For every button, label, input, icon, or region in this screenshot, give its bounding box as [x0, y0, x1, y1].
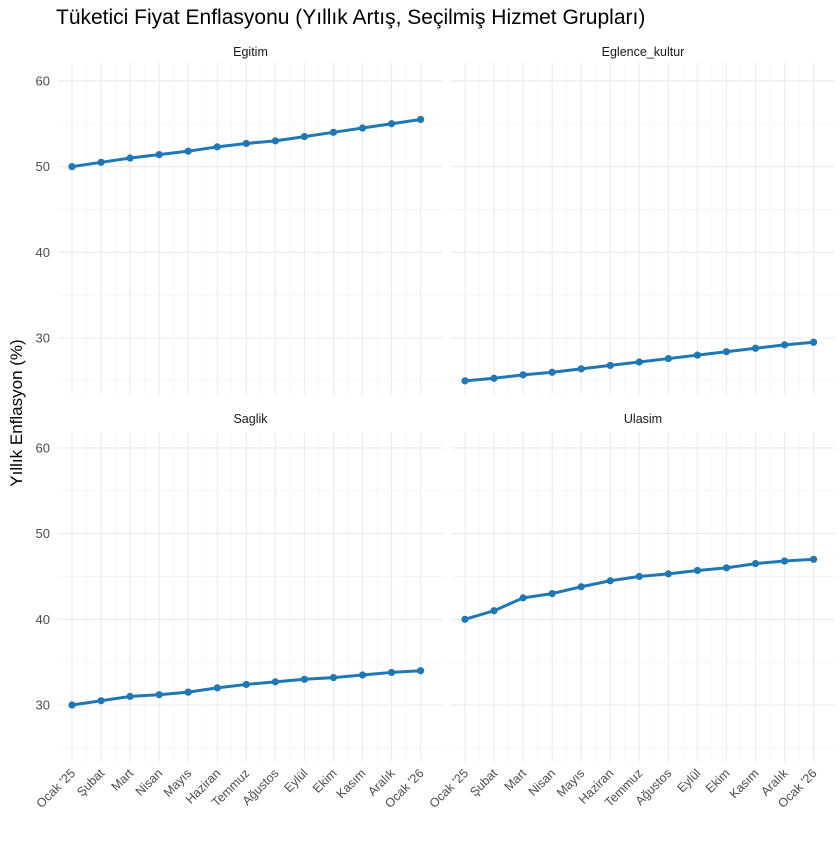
data-point — [271, 678, 279, 686]
data-point — [242, 680, 250, 689]
data-point — [97, 158, 105, 166]
data-point — [780, 557, 789, 565]
x-tick-label: Ocak '25 — [34, 766, 79, 811]
y-tick-label: 60 — [36, 73, 50, 88]
data-point — [300, 675, 308, 683]
y-tick-label: 60 — [36, 440, 50, 455]
data-point — [461, 615, 469, 623]
data-point — [97, 697, 105, 705]
data-point — [417, 115, 425, 124]
data-point — [519, 594, 527, 602]
data-point — [461, 377, 469, 385]
data-point — [519, 371, 527, 379]
data-point — [300, 133, 308, 141]
x-tick-label: Kasım — [727, 766, 762, 801]
y-tick-label: 50 — [36, 526, 50, 541]
x-tick-label: Ocak '25 — [427, 766, 472, 811]
panel-eglence_kultur: Eglence_kultur — [451, 45, 835, 395]
y-axis-label: Yıllık Enflasyon (%) — [7, 339, 26, 486]
x-tick-label: Şubat — [467, 766, 500, 799]
y-tick-label: 40 — [36, 612, 50, 627]
facet-strip-label: Eglence_kultur — [602, 45, 685, 59]
y-tick-label: 30 — [36, 331, 50, 346]
panel-egitim: 30 40 50 60 Egitim — [36, 45, 443, 395]
data-point — [358, 124, 367, 132]
data-point — [780, 341, 789, 349]
data-point — [606, 361, 614, 370]
x-tick-label: Nisan — [526, 766, 559, 799]
data-point — [126, 154, 134, 162]
x-tick-label: Eylül — [281, 766, 310, 795]
data-point — [722, 564, 731, 572]
facet-strip-label: Saglik — [233, 412, 268, 426]
data-point — [664, 570, 672, 578]
data-point — [68, 701, 76, 709]
data-point — [693, 351, 702, 359]
data-point — [490, 374, 498, 382]
data-point — [664, 354, 672, 363]
data-point — [358, 671, 367, 679]
data-point — [213, 684, 221, 692]
data-point — [751, 559, 760, 568]
data-point — [184, 688, 192, 696]
y-tick-label: 40 — [36, 245, 50, 260]
data-point — [329, 128, 338, 136]
data-point — [271, 137, 279, 145]
data-point — [184, 147, 192, 155]
y-tick-label: 50 — [36, 159, 50, 174]
data-point — [242, 139, 250, 148]
data-point — [329, 673, 338, 682]
x-tick-label: Nisan — [133, 766, 166, 799]
data-point — [693, 566, 702, 575]
data-point — [68, 163, 76, 171]
data-point — [213, 143, 221, 151]
data-point — [606, 577, 614, 585]
data-point — [548, 368, 556, 376]
data-point — [417, 667, 425, 675]
data-point — [387, 668, 396, 677]
data-point — [810, 555, 818, 563]
data-point — [548, 589, 556, 598]
data-point — [490, 607, 498, 615]
data-point — [810, 338, 818, 346]
x-tick-label: Eylül — [674, 766, 703, 795]
x-tick-label: Şubat — [74, 766, 107, 799]
data-point — [387, 120, 396, 128]
data-point — [635, 358, 643, 366]
facet-strip-label: Egitim — [233, 45, 268, 59]
x-tick-label: Kasım — [334, 766, 369, 801]
data-point — [577, 583, 585, 591]
data-point — [126, 692, 134, 701]
data-point — [722, 348, 731, 356]
chart-title: Tüketici Fiyat Enflasyonu (Yıllık Artış,… — [56, 6, 645, 29]
facet-strip-label: Ulasim — [624, 412, 662, 426]
data-point — [635, 572, 643, 581]
y-tick-label: 30 — [36, 698, 50, 713]
data-point — [577, 365, 585, 373]
data-point — [155, 691, 163, 699]
data-point — [751, 344, 760, 352]
data-point — [155, 151, 163, 159]
